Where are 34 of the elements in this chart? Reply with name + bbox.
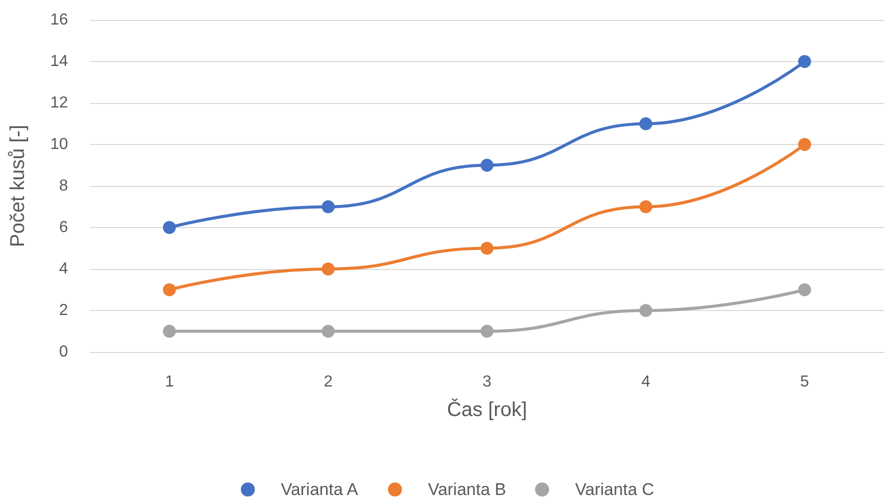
point bbox=[322, 200, 335, 214]
point bbox=[798, 138, 812, 151]
legend-label: Varianta B bbox=[428, 480, 506, 499]
point bbox=[480, 158, 494, 172]
y-tick-label: 0 bbox=[59, 344, 68, 360]
legend-label: Varianta C bbox=[575, 480, 654, 499]
point bbox=[322, 324, 335, 338]
x-tick-label: 2 bbox=[324, 374, 333, 390]
x-tick-label: 3 bbox=[482, 374, 492, 390]
point bbox=[798, 283, 812, 296]
y-tick-label: 8 bbox=[59, 178, 68, 194]
point bbox=[162, 283, 176, 296]
y-tick-label: 14 bbox=[50, 53, 68, 70]
point bbox=[639, 200, 652, 214]
point bbox=[322, 262, 335, 276]
y-tick-label: 12 bbox=[50, 94, 68, 112]
x-tick-label: 5 bbox=[800, 374, 810, 390]
y-tick-label: 16 bbox=[50, 12, 68, 28]
x-axis-title: Čas [rok] bbox=[446, 398, 528, 421]
point bbox=[480, 242, 494, 255]
y-tick-label: 2 bbox=[59, 302, 68, 319]
x-tick-label: 1 bbox=[164, 374, 174, 390]
point bbox=[162, 324, 176, 338]
point bbox=[162, 221, 176, 234]
legend-label: Varianta A bbox=[280, 480, 359, 499]
point bbox=[639, 117, 652, 130]
y-tick-label: 6 bbox=[59, 219, 68, 236]
point bbox=[639, 304, 652, 317]
y-axis-title: Počet kusů [-] bbox=[7, 124, 29, 248]
y-tick-label: 10 bbox=[50, 136, 68, 153]
point bbox=[480, 324, 494, 338]
point bbox=[798, 55, 812, 68]
y-tick-label: 4 bbox=[59, 260, 68, 278]
x-tick-label: 4 bbox=[641, 374, 650, 390]
